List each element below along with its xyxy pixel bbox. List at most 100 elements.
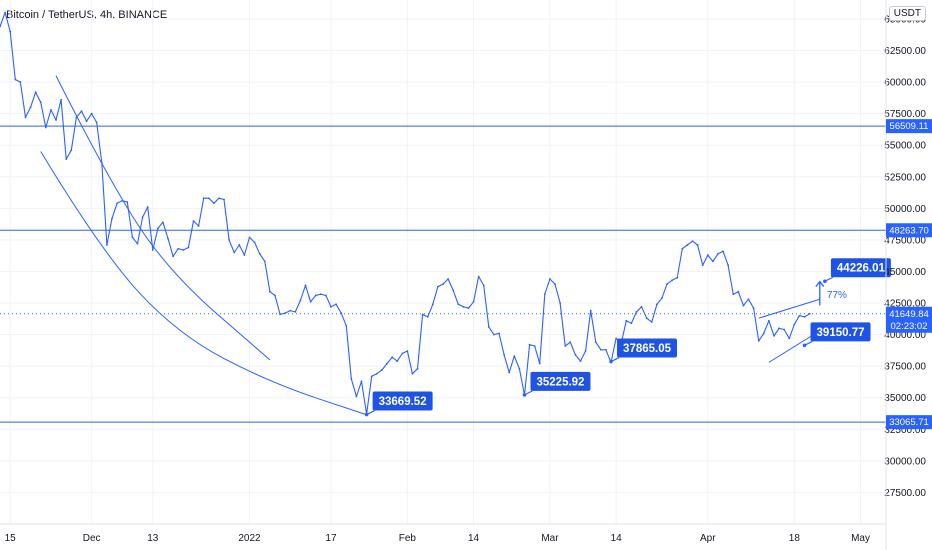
price-point [299, 299, 302, 302]
y-tick-label: 37500.00 [884, 362, 926, 373]
price-point [131, 236, 134, 239]
price-point [747, 298, 750, 301]
price-point [615, 337, 618, 340]
callout-box[interactable] [810, 322, 871, 342]
price-point [457, 303, 460, 306]
price-point [233, 251, 236, 254]
price-point [370, 375, 373, 378]
price-point [691, 240, 694, 243]
price-point [9, 30, 12, 33]
callout-box[interactable] [617, 338, 678, 358]
price-series-line[interactable] [0, 12, 810, 415]
callout-label: 33669.52 [379, 396, 427, 408]
percent-annotation: 77% [827, 290, 847, 301]
price-point [416, 367, 419, 370]
price-point [518, 367, 521, 370]
level-price-tag-label: 48263.70 [889, 225, 929, 236]
price-point [274, 294, 276, 297]
price-point [60, 98, 63, 101]
y-tick-label: 52500.00 [884, 172, 926, 183]
price-point [752, 307, 755, 309]
x-tick-label: 17 [325, 533, 337, 544]
price-point [167, 237, 169, 240]
price-point [538, 362, 541, 365]
x-axis[interactable]: 15 Dec 13 2022 17 Feb 14 Mar 14 Apr 18 May [0, 523, 886, 544]
projection-arrow [815, 280, 825, 306]
price-point [431, 303, 434, 306]
price-point [452, 289, 455, 292]
price-point [584, 350, 587, 352]
price-point [701, 264, 704, 267]
price-point [324, 294, 327, 297]
price-point [686, 244, 689, 246]
price-point [223, 198, 225, 201]
price-point [513, 355, 516, 357]
y-tick-label: 40000.00 [884, 330, 926, 341]
price-point [426, 316, 429, 318]
x-tick-label: 18 [789, 533, 801, 544]
callout-box[interactable] [372, 391, 433, 411]
price-point [14, 78, 17, 81]
price-point [172, 255, 175, 258]
price-point [136, 242, 139, 245]
y-tick-label: 55000.00 [884, 141, 926, 152]
price-point [340, 312, 343, 315]
y-axis[interactable]: 27500.00 30000.00 32500.00 35000.00 37500.00… [884, 0, 932, 550]
price-point [80, 110, 83, 113]
last-price-tag-label: 41649.84 [889, 309, 929, 320]
price-point [661, 297, 663, 299]
price-point [24, 116, 27, 119]
y-tick-label: 27500.00 [884, 488, 926, 499]
y-tick-label: 60000.00 [884, 78, 926, 89]
y-tick-label: 57500.00 [884, 109, 926, 120]
price-point [75, 116, 78, 119]
price-point [727, 264, 730, 267]
price-point [676, 276, 679, 279]
currency-selector[interactable]: USDT [888, 6, 926, 21]
price-point [808, 312, 811, 315]
price-point [437, 285, 439, 288]
price-point [192, 220, 195, 222]
callout-box[interactable] [530, 371, 591, 391]
price-point [218, 197, 220, 200]
callout-anchor [802, 343, 807, 348]
price-point [34, 91, 37, 94]
price-point [309, 300, 312, 303]
price-point [177, 247, 180, 250]
price-point [375, 372, 378, 375]
callout-label: 44226.01 [837, 263, 886, 275]
x-tick-label: Mar [541, 533, 559, 544]
price-point [559, 302, 562, 304]
x-tick-label: Feb [399, 533, 417, 544]
price-point [711, 260, 714, 263]
price-point [268, 290, 271, 293]
price-point [70, 149, 73, 152]
price-point [55, 119, 57, 121]
price-point [253, 241, 256, 244]
price-point [447, 278, 449, 280]
wedge-upper-line [758, 298, 820, 319]
level-price-tag [886, 223, 932, 238]
callout-anchor [364, 412, 369, 417]
price-point [319, 293, 322, 296]
callout-box[interactable] [830, 258, 891, 278]
price-point [803, 316, 806, 318]
price-point [243, 254, 246, 256]
price-point [202, 197, 205, 200]
price-point [635, 310, 638, 313]
price-point [85, 120, 88, 123]
price-point [650, 321, 653, 323]
price-point [141, 216, 144, 219]
price-point [65, 158, 68, 160]
price-point [314, 294, 317, 297]
price-point [50, 108, 52, 111]
callout-label: 35225.92 [536, 376, 584, 388]
price-point [182, 249, 185, 251]
callout-label: 37865.05 [623, 343, 672, 355]
price-point [151, 249, 154, 251]
price-point [472, 300, 475, 303]
price-point [146, 206, 149, 208]
x-tick-label: Dec [83, 533, 101, 544]
